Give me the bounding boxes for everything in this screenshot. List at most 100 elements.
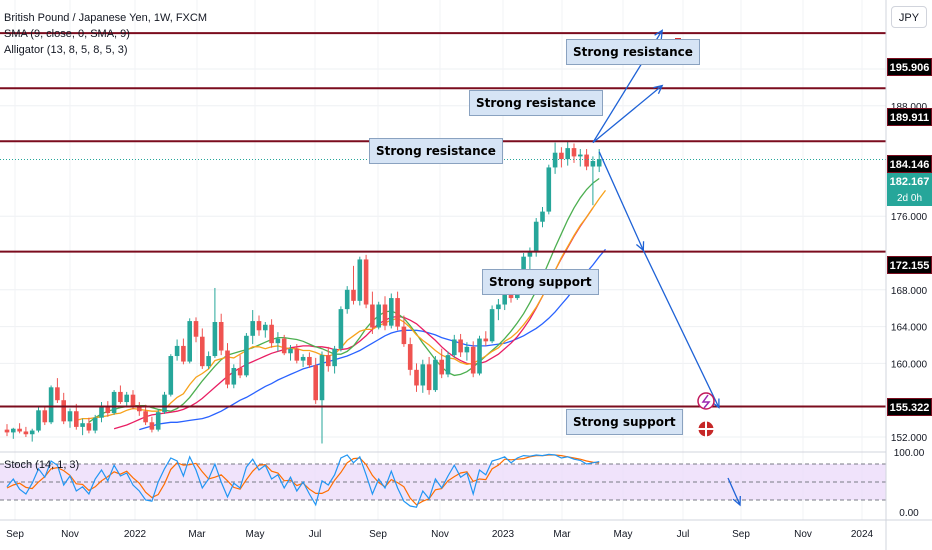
candle-body: [433, 359, 438, 391]
candle-body: [256, 321, 262, 331]
time-tick-label: Mar: [553, 529, 571, 540]
candle-body: [74, 411, 79, 427]
level-tag-195906: 195.906: [887, 58, 932, 76]
candle-body: [508, 292, 514, 299]
candle-body: [496, 304, 501, 310]
candle-body: [174, 345, 180, 357]
callout-resistance-3[interactable]: Strong resistance: [369, 138, 503, 164]
stochastic-pane: [0, 453, 886, 508]
last-price-tag: 182.167: [887, 173, 932, 191]
time-tick-label: Jul: [677, 529, 690, 540]
callout-resistance-2[interactable]: Strong resistance: [469, 90, 603, 116]
candle-body: [470, 346, 476, 374]
candle-body: [540, 211, 545, 222]
callout-support-1[interactable]: Strong support: [482, 269, 599, 295]
candle-body: [80, 423, 85, 427]
candle-body: [407, 344, 413, 370]
candle-body: [149, 422, 155, 430]
currency-button[interactable]: JPY: [891, 6, 927, 28]
candle-body: [357, 259, 363, 301]
time-tick-label: Sep: [369, 529, 387, 540]
candle-body: [48, 387, 54, 423]
candle-body: [414, 369, 419, 386]
symbol-title[interactable]: British Pound / Japanese Yen, 1W, FXCM: [4, 12, 208, 24]
stoch-k-line: [6, 453, 600, 508]
candle-body: [218, 322, 224, 351]
time-tick-label: Nov: [61, 529, 79, 540]
time-tick-label: Nov: [794, 529, 812, 540]
candle-body: [344, 289, 350, 310]
candle-body: [578, 154, 583, 157]
candle-body: [363, 259, 369, 305]
candle-body: [288, 348, 293, 354]
candle-body: [269, 324, 274, 344]
alligator-jaw-line: [139, 248, 606, 431]
candle-body: [527, 252, 533, 257]
bar-countdown: 2d 0h: [887, 191, 932, 206]
time-tick-label: May: [614, 529, 633, 540]
candle-body: [263, 324, 268, 331]
candle-body: [118, 391, 123, 403]
price-tick-label: 164.000: [891, 323, 928, 334]
candle-body: [439, 359, 444, 375]
candle-body: [275, 338, 281, 344]
projection-arrow-head: [732, 495, 741, 507]
candle-body: [124, 394, 129, 403]
sma-legend[interactable]: SMA (9, close, 0, SMA, 9): [4, 28, 130, 40]
candle-body: [502, 292, 507, 305]
candle-body: [86, 423, 92, 431]
candle-body: [130, 394, 136, 407]
candle-body: [559, 152, 564, 160]
candle-body: [187, 321, 192, 362]
candle-body: [571, 148, 577, 157]
candle-body: [99, 405, 104, 418]
sma-line: [76, 190, 607, 422]
candle-body: [181, 345, 186, 362]
candle-body: [281, 338, 287, 354]
candle-body: [319, 355, 325, 401]
stoch-legend[interactable]: Stoch (14, 1, 3): [4, 459, 80, 471]
candle-body: [445, 355, 451, 375]
candle-body: [382, 304, 388, 326]
callout-resistance-1[interactable]: Strong resistance: [566, 39, 700, 65]
time-tick-label: May: [246, 529, 265, 540]
alligator-lips-line: [88, 177, 600, 423]
projection-arrow: [598, 151, 644, 251]
time-tick-label: Nov: [431, 529, 449, 540]
projection-arrow: [727, 477, 741, 506]
time-tick-label: Mar: [188, 529, 206, 540]
time-tick-label: 2024: [851, 529, 874, 540]
candle-body: [155, 412, 161, 430]
candle-body: [36, 410, 41, 431]
candle-body: [389, 298, 394, 326]
level-tag-172155: 172.155: [887, 256, 932, 274]
level-tag-184146: 184.146: [887, 155, 932, 173]
candle-body: [552, 152, 558, 168]
alligator-legend[interactable]: Alligator (13, 8, 5, 8, 5, 3): [4, 44, 128, 56]
candle-body: [584, 154, 589, 167]
candle-body: [23, 431, 29, 435]
candle-body: [483, 338, 489, 342]
candle-body: [477, 338, 482, 374]
candle-body: [250, 321, 255, 336]
candle-body: [11, 428, 16, 433]
callout-support-2[interactable]: Strong support: [566, 409, 683, 435]
candle-body: [67, 411, 73, 422]
stoch-tick-label: 0.00: [899, 508, 919, 519]
time-tick-label: 2023: [492, 529, 515, 540]
time-tick-label: Sep: [732, 529, 750, 540]
candle-body: [193, 321, 199, 337]
candle-body: [395, 298, 400, 327]
price-tick-label: 160.000: [891, 359, 928, 370]
candle-body: [17, 428, 22, 432]
stoch-tick-label: 100.00: [894, 448, 925, 459]
price-tick-label: 168.000: [891, 286, 928, 297]
candle-body: [351, 289, 356, 301]
candle-body: [143, 411, 148, 423]
price-tick-label: 152.000: [891, 433, 928, 444]
projection-arrow: [642, 249, 720, 408]
projection-arrow-head: [654, 29, 663, 40]
time-tick-label: Sep: [6, 529, 24, 540]
